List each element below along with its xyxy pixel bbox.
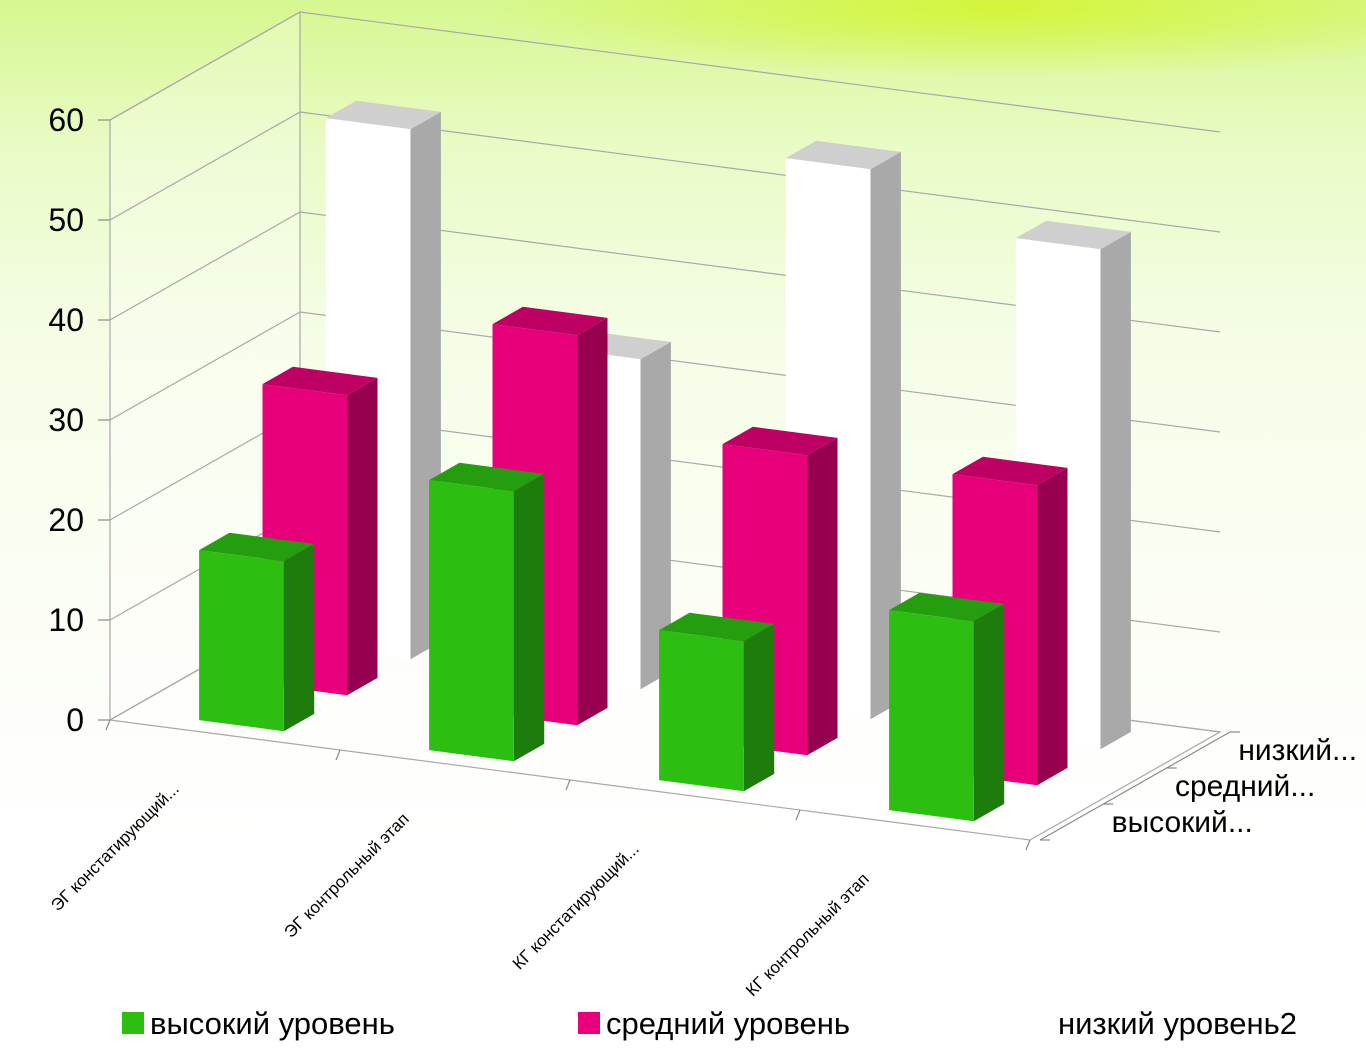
y-tick-label: 30 [48, 402, 84, 438]
bar-top-face [492, 306, 608, 336]
x-tick-mark [795, 809, 801, 821]
x-tick-mark [1025, 839, 1031, 851]
bar-top-face [722, 426, 838, 456]
bar-top-face [429, 462, 545, 492]
y-tick-label: 10 [48, 602, 84, 638]
chart-bars [199, 100, 1131, 822]
bar-top-face [889, 592, 1005, 622]
legend-swatch [122, 1012, 144, 1034]
depth-axis-label: низкий... [1238, 734, 1357, 767]
bar-side-face [283, 543, 315, 732]
bar-top-face [199, 532, 315, 562]
bar-side-face [577, 317, 608, 726]
gridline [109, 311, 1221, 433]
gridline [109, 111, 1221, 233]
category-label: КГ контрольный этап [742, 869, 873, 1000]
legend-item: высокий уровень [122, 1006, 395, 1041]
y-axis-tick-labels: 0 10 20 30 40 50 60 [48, 102, 84, 738]
bar-top-face [1015, 220, 1131, 250]
gridline [109, 211, 1221, 333]
depth-axis-labels: высокий...средний...низкий... [1039, 731, 1357, 841]
x-tick-mark [335, 749, 341, 761]
bar-front-face [429, 480, 514, 762]
bar [199, 532, 315, 732]
bar-top-face [952, 456, 1068, 486]
y-tick-label: 60 [48, 102, 84, 138]
bar-side-face [1100, 231, 1131, 750]
legend-swatch [578, 1012, 600, 1034]
legend: высокий уровень средний уровень низкий уро… [122, 1006, 1297, 1041]
y-tick-label: 50 [48, 202, 84, 238]
bar-side-face [973, 603, 1005, 822]
bar-side-face [870, 151, 901, 720]
bar-side-face [1037, 467, 1068, 786]
category-label: ЭГ контрольный этап [281, 809, 413, 941]
legend-label: низкий уровень2 [1058, 1006, 1297, 1041]
y-tick-label: 0 [66, 702, 84, 738]
bar-front-face [889, 610, 974, 822]
depth-axis-line [1039, 731, 1231, 841]
depth-axis-label: средний... [1175, 770, 1315, 803]
x-tick-mark [105, 719, 111, 731]
bar [659, 612, 775, 792]
depth-axis-label: высокий... [1112, 806, 1253, 839]
x-tick-mark [565, 779, 571, 791]
bar-side-face [807, 437, 838, 756]
y-tick-label: 40 [48, 302, 84, 338]
bar-top-face [262, 366, 378, 396]
bar-side-face [743, 623, 775, 792]
bar-top-face [659, 612, 775, 642]
bar-front-face [659, 630, 744, 792]
bar-top-face [785, 140, 901, 170]
bar-side-face [347, 377, 378, 696]
category-axis-labels: ЭГ констатирующий... ЭГ контрольный этап К… [47, 779, 873, 1000]
bar [889, 592, 1005, 822]
legend-label: высокий уровень [150, 1006, 395, 1041]
bar [429, 462, 545, 762]
bar-side-face [513, 473, 545, 762]
bar-front-face [199, 550, 284, 732]
legend-label: средний уровень [606, 1006, 850, 1041]
category-label: КГ констатирующий... [509, 839, 643, 973]
y-tick-label: 20 [48, 502, 84, 538]
category-label: ЭГ констатирующий... [47, 779, 183, 915]
legend-item: низкий уровень2 [1058, 1006, 1297, 1041]
gridline [109, 11, 1221, 133]
bar-side-face [640, 341, 671, 690]
bar-top-face [325, 100, 441, 130]
legend-item: средний уровень [578, 1006, 850, 1041]
